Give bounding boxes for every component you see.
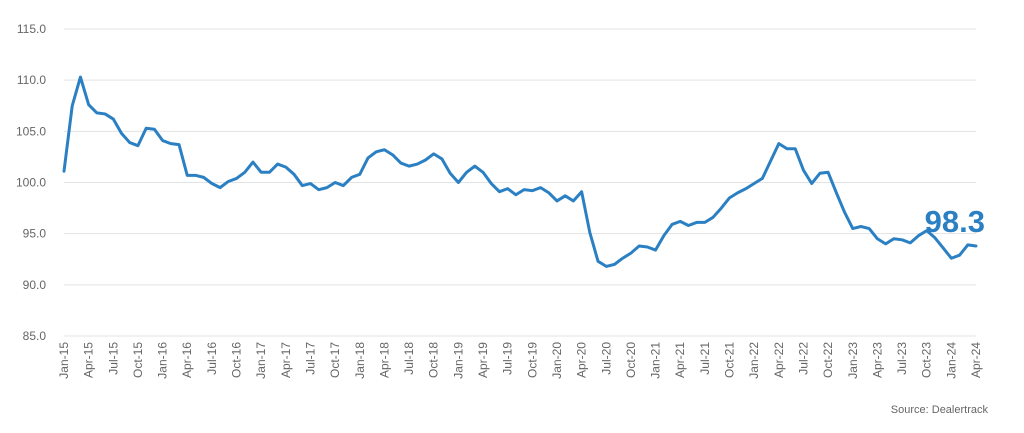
x-tick-label: Apr-21	[673, 342, 687, 378]
x-tick-label: Jan-16	[156, 342, 170, 379]
x-tick-label: Jul-22	[796, 342, 810, 375]
x-tick-label: Jan-20	[550, 342, 564, 379]
x-tick-label: Jul-15	[106, 342, 120, 375]
y-tick-label: 90.0	[23, 278, 47, 292]
source-note: Source: Dealertrack	[890, 404, 988, 416]
x-tick-label: Jan-15	[57, 342, 71, 379]
y-axis-ticks: 115.0 110.0 105.0 100.0 95.0 90.0 85.0	[16, 22, 46, 343]
y-tick-label: 115.0	[17, 22, 46, 36]
x-tick-label: Oct-22	[821, 342, 835, 378]
latest-value-callout: 98.3	[925, 204, 985, 239]
x-tick-label: Jul-21	[698, 342, 712, 375]
x-tick-label: Apr-19	[476, 342, 490, 378]
x-tick-label: Jul-18	[402, 342, 416, 375]
series-layer	[62, 75, 978, 268]
x-tick-label: Jan-19	[451, 342, 465, 379]
y-tick-label: 95.0	[23, 227, 47, 241]
x-tick-label: Jul-19	[501, 342, 515, 375]
x-tick-label: Apr-16	[180, 342, 194, 378]
x-tick-label: Oct-19	[525, 342, 539, 378]
y-tick-label: 85.0	[23, 329, 47, 343]
x-tick-label: Oct-18	[427, 342, 441, 378]
x-tick-label: Jan-24	[944, 342, 958, 379]
x-tick-label: Apr-24	[969, 342, 983, 378]
x-tick-label: Jul-16	[205, 342, 219, 375]
x-tick-label: Jan-23	[846, 342, 860, 379]
x-tick-label: Oct-17	[328, 342, 342, 378]
x-axis-ticks: Jan-15 Apr-15 Jul-15 Oct-15 Jan-16 Apr-16 Jul-…	[57, 342, 983, 379]
y-tick-label: 100.0	[16, 176, 46, 190]
x-tick-label: Apr-17	[279, 342, 293, 378]
x-tick-label: Jan-17	[254, 342, 268, 379]
y-tick-label: 110.0	[17, 73, 46, 87]
x-tick-label: Apr-20	[575, 342, 589, 378]
x-tick-label: Jan-18	[353, 342, 367, 379]
x-tick-label: Apr-22	[772, 342, 786, 378]
series-line	[62, 75, 978, 268]
x-tick-label: Jul-23	[895, 342, 909, 375]
x-tick-label: Jan-21	[649, 342, 663, 379]
x-tick-label: Oct-21	[723, 342, 737, 378]
x-tick-label: Jul-17	[303, 342, 317, 375]
x-tick-label: Jan-22	[747, 342, 761, 379]
x-tick-label: Oct-16	[230, 342, 244, 378]
x-tick-label: Apr-23	[870, 342, 884, 378]
y-tick-label: 105.0	[16, 124, 46, 138]
gridlines	[64, 28, 976, 337]
x-tick-label: Oct-15	[131, 342, 145, 378]
x-tick-label: Apr-18	[377, 342, 391, 378]
x-tick-label: Oct-23	[920, 342, 934, 378]
x-tick-label: Jul-20	[599, 342, 613, 375]
x-tick-label: Oct-20	[624, 342, 638, 378]
x-tick-label: Apr-15	[82, 342, 96, 378]
